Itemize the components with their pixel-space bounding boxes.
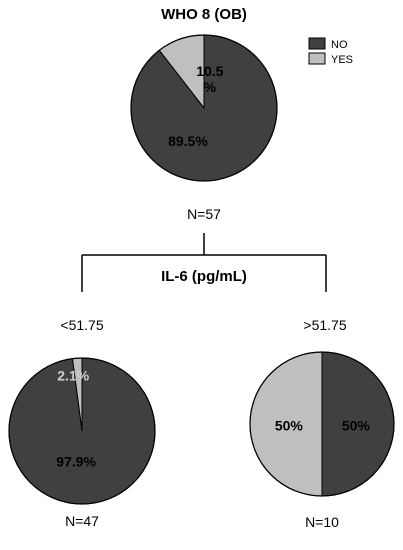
legend-label-no: NO — [331, 39, 348, 51]
pie-label-no: 97.9% — [56, 454, 96, 470]
pie-outline — [130, 34, 278, 182]
group-label-high: >51.75 — [303, 317, 346, 333]
pie-label-yes: 2.1% — [57, 368, 89, 384]
pie-label-no: 89.5% — [168, 133, 208, 149]
pie-label-yes: 10.5% — [196, 63, 223, 95]
n-label-high: N=10 — [305, 514, 339, 530]
legend-label-yes: YES — [331, 54, 353, 66]
split-connector — [81, 233, 327, 292]
pie-outline — [8, 357, 156, 505]
group-label-low: <51.75 — [60, 317, 103, 333]
pie-outline — [249, 351, 395, 497]
pie-label-yes: 50% — [275, 417, 304, 433]
legend-swatch-no — [308, 37, 326, 50]
pie-low-il6: 97.9% 2.1% — [8, 357, 156, 505]
split-label: IL-6 (pg/mL) — [161, 268, 247, 285]
chart-title: WHO 8 (OB) — [161, 6, 247, 23]
pie-high-il6: 50% 50% — [249, 351, 395, 497]
pie-slice-no — [130, 34, 278, 182]
n-label-overall: N=57 — [187, 206, 221, 222]
legend-swatch-yes — [308, 52, 326, 65]
legend: NO YES — [308, 37, 353, 66]
pie-overall: 89.5% 10.5% — [130, 34, 278, 182]
n-label-low: N=47 — [65, 513, 99, 529]
pie-label-no: 50% — [342, 417, 371, 433]
